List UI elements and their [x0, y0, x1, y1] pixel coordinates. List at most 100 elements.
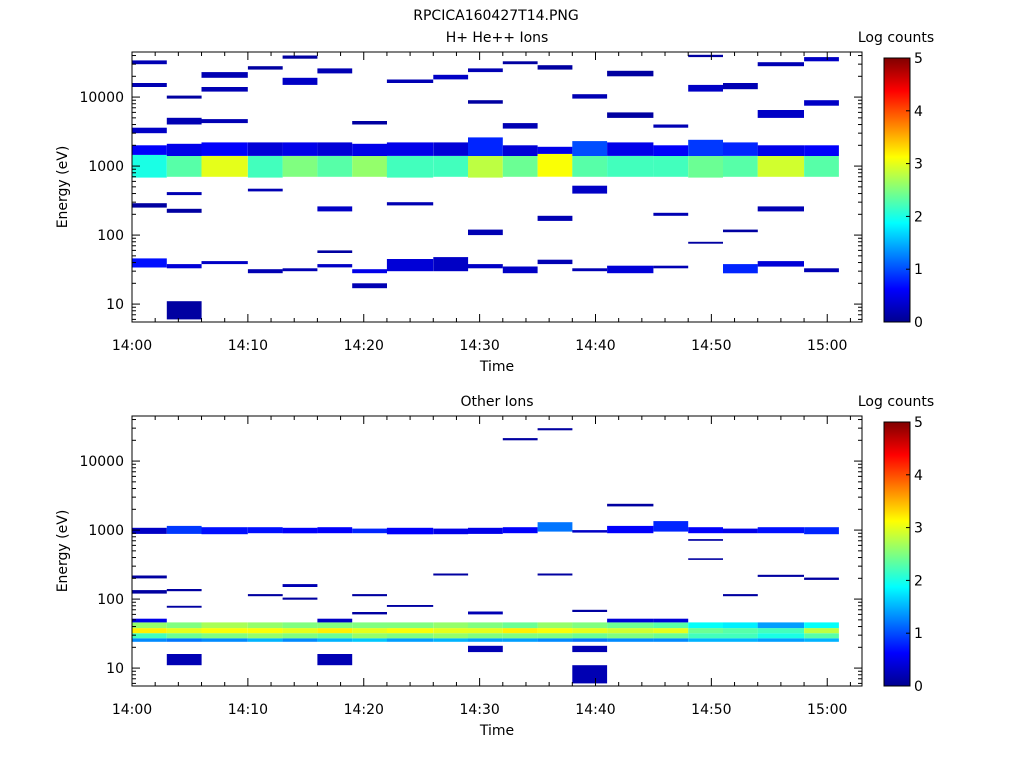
spectrogram-cell [317, 206, 353, 212]
spectrogram-cell [468, 622, 503, 629]
spectrogram-cell [688, 156, 723, 178]
spectrogram-cell [352, 156, 387, 177]
spectrogram-cell [317, 622, 353, 629]
spectrogram-cell [352, 612, 387, 615]
spectrogram-cell [502, 145, 538, 156]
spectrogram-cell [247, 66, 283, 70]
spectrogram-cell [572, 609, 608, 612]
x-tick-label: 14:20 [344, 702, 384, 718]
colorbar-label: Log counts [858, 30, 934, 46]
colorbar-tick-label: 0 [914, 679, 923, 695]
spectrogram-cell [352, 622, 387, 629]
spectrogram-cell [653, 521, 689, 532]
spectrogram-cell [688, 241, 723, 244]
spectrogram-cell [468, 611, 503, 615]
spectrogram-cell [804, 638, 839, 642]
spectrogram-cell [166, 633, 202, 639]
y-tick-label: 10000 [79, 454, 124, 470]
spectrogram-cell [607, 633, 654, 639]
spectrogram-cell [653, 638, 689, 642]
spectrogram-cell [282, 55, 318, 59]
spectrogram-cell [132, 575, 167, 579]
spectrogram-cell [757, 62, 804, 67]
spectrogram-cell [433, 528, 469, 535]
spectrogram-cell [317, 628, 353, 634]
x-tick-label: 14:30 [459, 338, 499, 354]
spectrogram-cell [386, 638, 434, 642]
spectrogram-cell [247, 622, 283, 629]
spectrogram-cell [282, 527, 318, 534]
panel-h-he-ions: H+ He++ Ions 14:00 14:10 14:20 14:30 14:40 14:… [55, 30, 934, 375]
x-tick-label: 14:40 [575, 702, 615, 718]
spectrogram-cell [166, 605, 202, 608]
spectrogram-cell [386, 628, 434, 634]
spectrogram-cell [132, 127, 167, 134]
spectrogram-cell [317, 638, 353, 642]
colorbar-label: Log counts [858, 394, 934, 410]
spectrogram-cell [317, 156, 353, 177]
x-axis-label: Time [479, 723, 514, 739]
spectrogram-cell [132, 258, 167, 268]
y-tick-label: 10 [106, 661, 124, 677]
spectrogram-cell [201, 142, 248, 156]
spectrogram-cell [537, 633, 573, 639]
spectrogram-cell [502, 266, 538, 274]
x-tick-label: 14:50 [691, 338, 731, 354]
spectrogram-cell [607, 265, 654, 274]
spectrogram-cell [282, 156, 318, 177]
colorbar-tick-label: 0 [914, 315, 923, 331]
spectrogram-cell [166, 628, 202, 634]
spectrogram-cell [317, 527, 353, 534]
plot-frame [131, 51, 863, 323]
spectrogram-cell [572, 622, 608, 629]
colorbar-tick-label: 2 [914, 573, 923, 589]
colorbar-tick-label: 2 [914, 209, 923, 225]
spectrogram-cell [132, 154, 167, 178]
spectrogram-cell [433, 573, 469, 576]
spectrogram-cell [468, 100, 503, 104]
spectrogram-cell [757, 633, 804, 639]
spectrogram-cell [386, 156, 434, 178]
spectrogram-cell [607, 622, 654, 629]
spectrogram-cell [433, 74, 469, 80]
y-tick-label: 100 [97, 228, 124, 244]
spectrogram-cell [166, 156, 202, 177]
spectrogram-cell [572, 645, 608, 653]
x-tick-label: 14:30 [459, 702, 499, 718]
x-tick-label: 14:10 [228, 338, 268, 354]
spectrogram-cell [502, 438, 538, 441]
spectrogram-cell [433, 622, 469, 629]
spectrogram-cell [282, 633, 318, 639]
spectrogram-cell [804, 156, 839, 177]
spectrogram-cell [572, 633, 608, 639]
spectrogram-cell [132, 145, 167, 155]
spectrogram-cell [433, 628, 469, 634]
spectrogram-cell [386, 79, 434, 83]
spectrogram-cell [247, 156, 283, 178]
spectrogram-cell [201, 119, 248, 124]
spectrogram-cell [201, 72, 248, 78]
spectrogram-cell [433, 156, 469, 177]
spectrogram-cell [386, 605, 434, 607]
spectrogram-cell [282, 77, 318, 85]
spectrogram-cell [757, 110, 804, 118]
x-tick-label: 14:00 [112, 338, 152, 354]
spectrogram-cell [201, 638, 248, 642]
spectrogram-cell [468, 633, 503, 639]
spectrogram-cell [166, 654, 202, 666]
spectrogram-cell [537, 259, 573, 265]
spectrogram-cell [537, 638, 573, 642]
spectrogram-cell [386, 527, 434, 535]
spectrogram-cell [723, 622, 758, 629]
spectrogram-cell [688, 54, 723, 58]
spectrogram-cell [607, 525, 654, 534]
spectrogram-cell [468, 628, 503, 634]
spectrogram-cell [804, 268, 839, 273]
spectrogram-cell [757, 628, 804, 634]
colorbar-tick-label: 5 [914, 51, 923, 67]
colorbar [883, 57, 911, 323]
spectrogram-cell [653, 633, 689, 639]
spectrogram-cell [166, 589, 202, 592]
spectrogram-cell [317, 142, 353, 156]
spectrogram-cell [433, 257, 469, 272]
